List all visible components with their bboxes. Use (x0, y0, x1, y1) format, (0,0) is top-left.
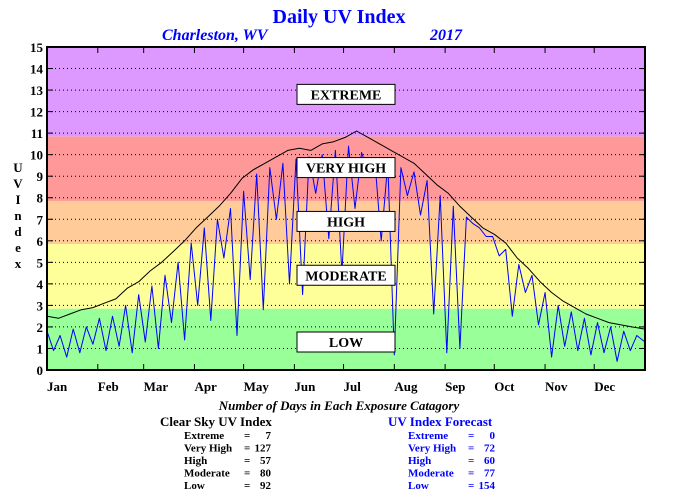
chart-subtitle-location: Charleston, WV (162, 27, 269, 44)
stat-value: 154 (479, 480, 496, 492)
y-axis-label-letter: x (15, 256, 22, 271)
x-tick-label: Jan (47, 379, 68, 394)
stat-equals: = (244, 455, 250, 467)
stat-equals: = (468, 480, 474, 492)
stat-label: Low (184, 480, 205, 492)
plot-frame (46, 46, 646, 371)
forecast-stats-title: UV Index Forecast (388, 414, 493, 429)
y-tick-label: 1 (37, 341, 44, 356)
stat-label: Moderate (408, 468, 454, 480)
zone-label-low: LOW (329, 336, 363, 351)
stat-equals: = (468, 455, 474, 467)
zone-label-moderate: MODERATE (305, 269, 386, 284)
x-tick-label: Apr (194, 379, 217, 394)
y-axis-label-letter: I (15, 192, 20, 207)
x-tick-label: Sep (445, 379, 465, 394)
x-tick-label: Feb (98, 379, 119, 394)
y-axis-label-letter: V (13, 176, 23, 191)
stat-label: Low (408, 480, 429, 492)
y-tick-label: 7 (37, 212, 44, 227)
stat-label: Very High (184, 443, 232, 455)
x-tick-label: May (244, 379, 270, 394)
stat-label: Moderate (184, 468, 230, 480)
y-tick-label: 14 (30, 62, 44, 77)
y-tick-label: 12 (30, 105, 43, 120)
y-tick-label: 0 (37, 363, 44, 378)
zone-label-high: HIGH (327, 215, 365, 230)
stat-value: 7 (266, 430, 272, 442)
stat-value: 0 (490, 430, 496, 442)
chart-subtitle-year: 2017 (429, 27, 463, 44)
y-tick-label: 15 (30, 40, 44, 55)
y-axis-label-letter: d (14, 224, 22, 239)
zone-label-box (296, 157, 396, 179)
zone-label-box (296, 210, 396, 232)
stat-value: 72 (484, 443, 496, 455)
stat-equals: = (244, 480, 250, 492)
y-tick-label: 10 (30, 148, 43, 163)
clear-sky-stats: Clear Sky UV Index Extreme = 7 Very High = 12… (160, 414, 272, 492)
zone-label-box (296, 264, 396, 286)
x-axis: Jan Feb Mar Apr May Jun Jul Aug Sep Oct Nov Dec (46, 47, 615, 394)
stat-equals: = (244, 468, 250, 480)
y-tick-label: 2 (37, 320, 44, 335)
series-line-clear-sky (46, 130, 646, 330)
zone-label-box (296, 83, 396, 105)
stat-value: 127 (255, 443, 272, 455)
y-axis-label-letter: n (14, 208, 22, 223)
y-tick-label: 3 (37, 298, 44, 313)
stat-value: 57 (260, 455, 272, 467)
x-tick-label: Dec (594, 379, 615, 394)
stat-label: Very High (408, 443, 456, 455)
y-tick-label: 9 (37, 169, 44, 184)
stat-equals: = (468, 468, 474, 480)
chart-title: Daily UV Index (273, 6, 406, 28)
y-tick-label: 4 (37, 277, 44, 292)
x-tick-label: Oct (494, 379, 515, 394)
stat-label: Extreme (408, 430, 448, 442)
stat-equals: = (244, 430, 250, 442)
y-tick-label: 6 (37, 234, 44, 249)
stat-label: Extreme (184, 430, 224, 442)
stat-value: 77 (484, 468, 496, 480)
y-tick-label: 8 (37, 191, 44, 206)
x-tick-label: Mar (144, 379, 169, 394)
y-tick-label: 13 (30, 83, 44, 98)
stat-equals: = (244, 443, 250, 455)
x-tick-label: Nov (545, 379, 568, 394)
stat-label: High (184, 455, 207, 467)
zone-label-very-high: VERY HIGH (306, 162, 386, 177)
stat-label: High (408, 455, 431, 467)
y-tick-label: 11 (31, 126, 43, 141)
y-axis-label-letter: e (15, 240, 21, 255)
stat-equals: = (468, 443, 474, 455)
y-tick-label: 5 (37, 255, 44, 270)
stat-value: 60 (484, 455, 496, 467)
clear-sky-stats-title: Clear Sky UV Index (160, 414, 272, 429)
x-tick-label: Jun (294, 379, 316, 394)
y-axis-label-letter: U (13, 160, 23, 175)
stat-value: 80 (260, 468, 272, 480)
x-tick-label: Jul (344, 379, 362, 394)
stats-caption: Number of Days in Each Exposure Catagory (218, 398, 460, 413)
series-lines (46, 130, 646, 362)
series-line-forecast (46, 145, 646, 362)
forecast-stats: UV Index Forecast Extreme = 0 Very High = 72 H… (388, 414, 496, 492)
zone-label-box (296, 331, 396, 353)
zone-label-extreme: EXTREME (311, 88, 382, 103)
stat-value: 92 (260, 480, 272, 492)
x-tick-label: Aug (394, 379, 418, 394)
zone-labels: LOW MODERATE HIGH VERY HIGH EXTREME (296, 83, 396, 353)
stat-equals: = (468, 430, 474, 442)
